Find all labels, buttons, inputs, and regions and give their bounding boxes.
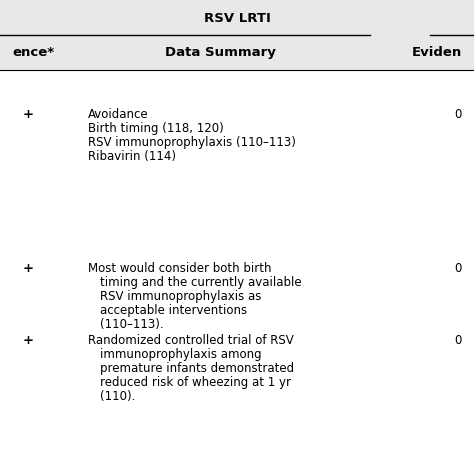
Text: Most would consider both birth: Most would consider both birth <box>88 262 272 275</box>
Text: Ribavirin (114): Ribavirin (114) <box>88 150 176 163</box>
Text: 0: 0 <box>455 262 462 275</box>
Text: Data Summary: Data Summary <box>164 46 275 58</box>
Text: premature infants demonstrated: premature infants demonstrated <box>100 362 294 375</box>
Bar <box>0 0 474 35</box>
Text: RSV LRTI: RSV LRTI <box>203 11 271 25</box>
Text: Birth timing (118, 120): Birth timing (118, 120) <box>88 122 224 135</box>
Text: +: + <box>22 262 34 275</box>
Text: Randomized controlled trial of RSV: Randomized controlled trial of RSV <box>88 334 294 347</box>
Text: Eviden: Eviden <box>412 46 462 58</box>
Text: (110–113).: (110–113). <box>100 318 164 331</box>
Text: RSV immunoprophylaxis (110–113): RSV immunoprophylaxis (110–113) <box>88 136 296 149</box>
Text: 0: 0 <box>455 334 462 347</box>
Text: ence*: ence* <box>12 46 54 58</box>
Text: reduced risk of wheezing at 1 yr: reduced risk of wheezing at 1 yr <box>100 376 291 389</box>
Text: +: + <box>22 334 34 347</box>
Text: timing and the currently available: timing and the currently available <box>100 276 301 289</box>
Text: acceptable interventions: acceptable interventions <box>100 304 247 317</box>
Text: +: + <box>22 108 34 121</box>
Text: 0: 0 <box>455 108 462 121</box>
Text: immunoprophylaxis among: immunoprophylaxis among <box>100 348 262 361</box>
Text: Avoidance: Avoidance <box>88 108 149 121</box>
Text: RSV immunoprophylaxis as: RSV immunoprophylaxis as <box>100 290 261 303</box>
Bar <box>0 35 474 70</box>
Text: (110).: (110). <box>100 390 136 403</box>
